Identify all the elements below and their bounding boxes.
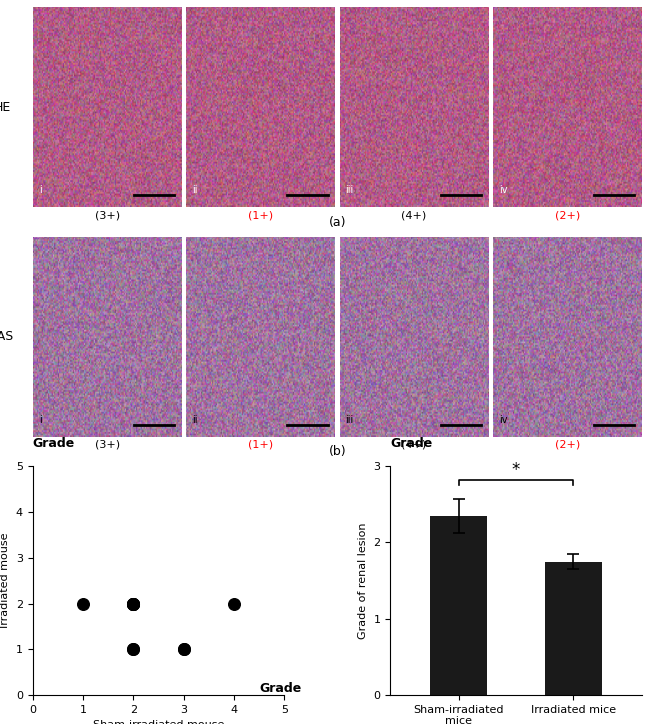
X-axis label: (1+): (1+) <box>248 210 273 220</box>
X-axis label: (4+): (4+) <box>402 439 426 450</box>
Text: (b): (b) <box>329 445 346 458</box>
Bar <box>430 515 487 695</box>
X-axis label: (4+): (4+) <box>402 210 426 220</box>
Text: i: i <box>39 185 41 195</box>
Point <box>179 644 189 655</box>
Point <box>128 598 139 610</box>
Point <box>128 644 139 655</box>
Point <box>128 598 139 610</box>
Point <box>128 644 139 655</box>
Bar <box>545 562 602 695</box>
Point <box>179 644 189 655</box>
Text: iv: iv <box>499 185 508 195</box>
X-axis label: (3+): (3+) <box>95 439 120 450</box>
Text: iii: iii <box>346 185 354 195</box>
X-axis label: (1+): (1+) <box>248 439 273 450</box>
Text: Grade: Grade <box>33 437 75 450</box>
Point <box>128 598 139 610</box>
Point <box>229 598 239 610</box>
X-axis label: (2+): (2+) <box>555 210 580 220</box>
Point <box>78 598 88 610</box>
Y-axis label: HE: HE <box>0 101 11 114</box>
Point <box>128 598 139 610</box>
Text: Grade: Grade <box>390 437 432 450</box>
Text: i: i <box>39 415 41 425</box>
Text: iii: iii <box>346 415 354 425</box>
Y-axis label: Grade of renal lesion: Grade of renal lesion <box>358 523 367 639</box>
Text: iv: iv <box>499 415 508 425</box>
X-axis label: (2+): (2+) <box>555 439 580 450</box>
Point <box>128 598 139 610</box>
Text: ii: ii <box>192 415 198 425</box>
X-axis label: Sham-irradiated mouse: Sham-irradiated mouse <box>93 720 224 724</box>
Y-axis label: Irradiated mouse: Irradiated mouse <box>1 533 10 628</box>
Text: Grade: Grade <box>260 682 302 695</box>
X-axis label: (3+): (3+) <box>95 210 120 220</box>
Text: *: * <box>512 461 520 479</box>
Text: (a): (a) <box>329 216 346 229</box>
Text: ii: ii <box>192 185 198 195</box>
Y-axis label: PAS: PAS <box>0 330 14 343</box>
